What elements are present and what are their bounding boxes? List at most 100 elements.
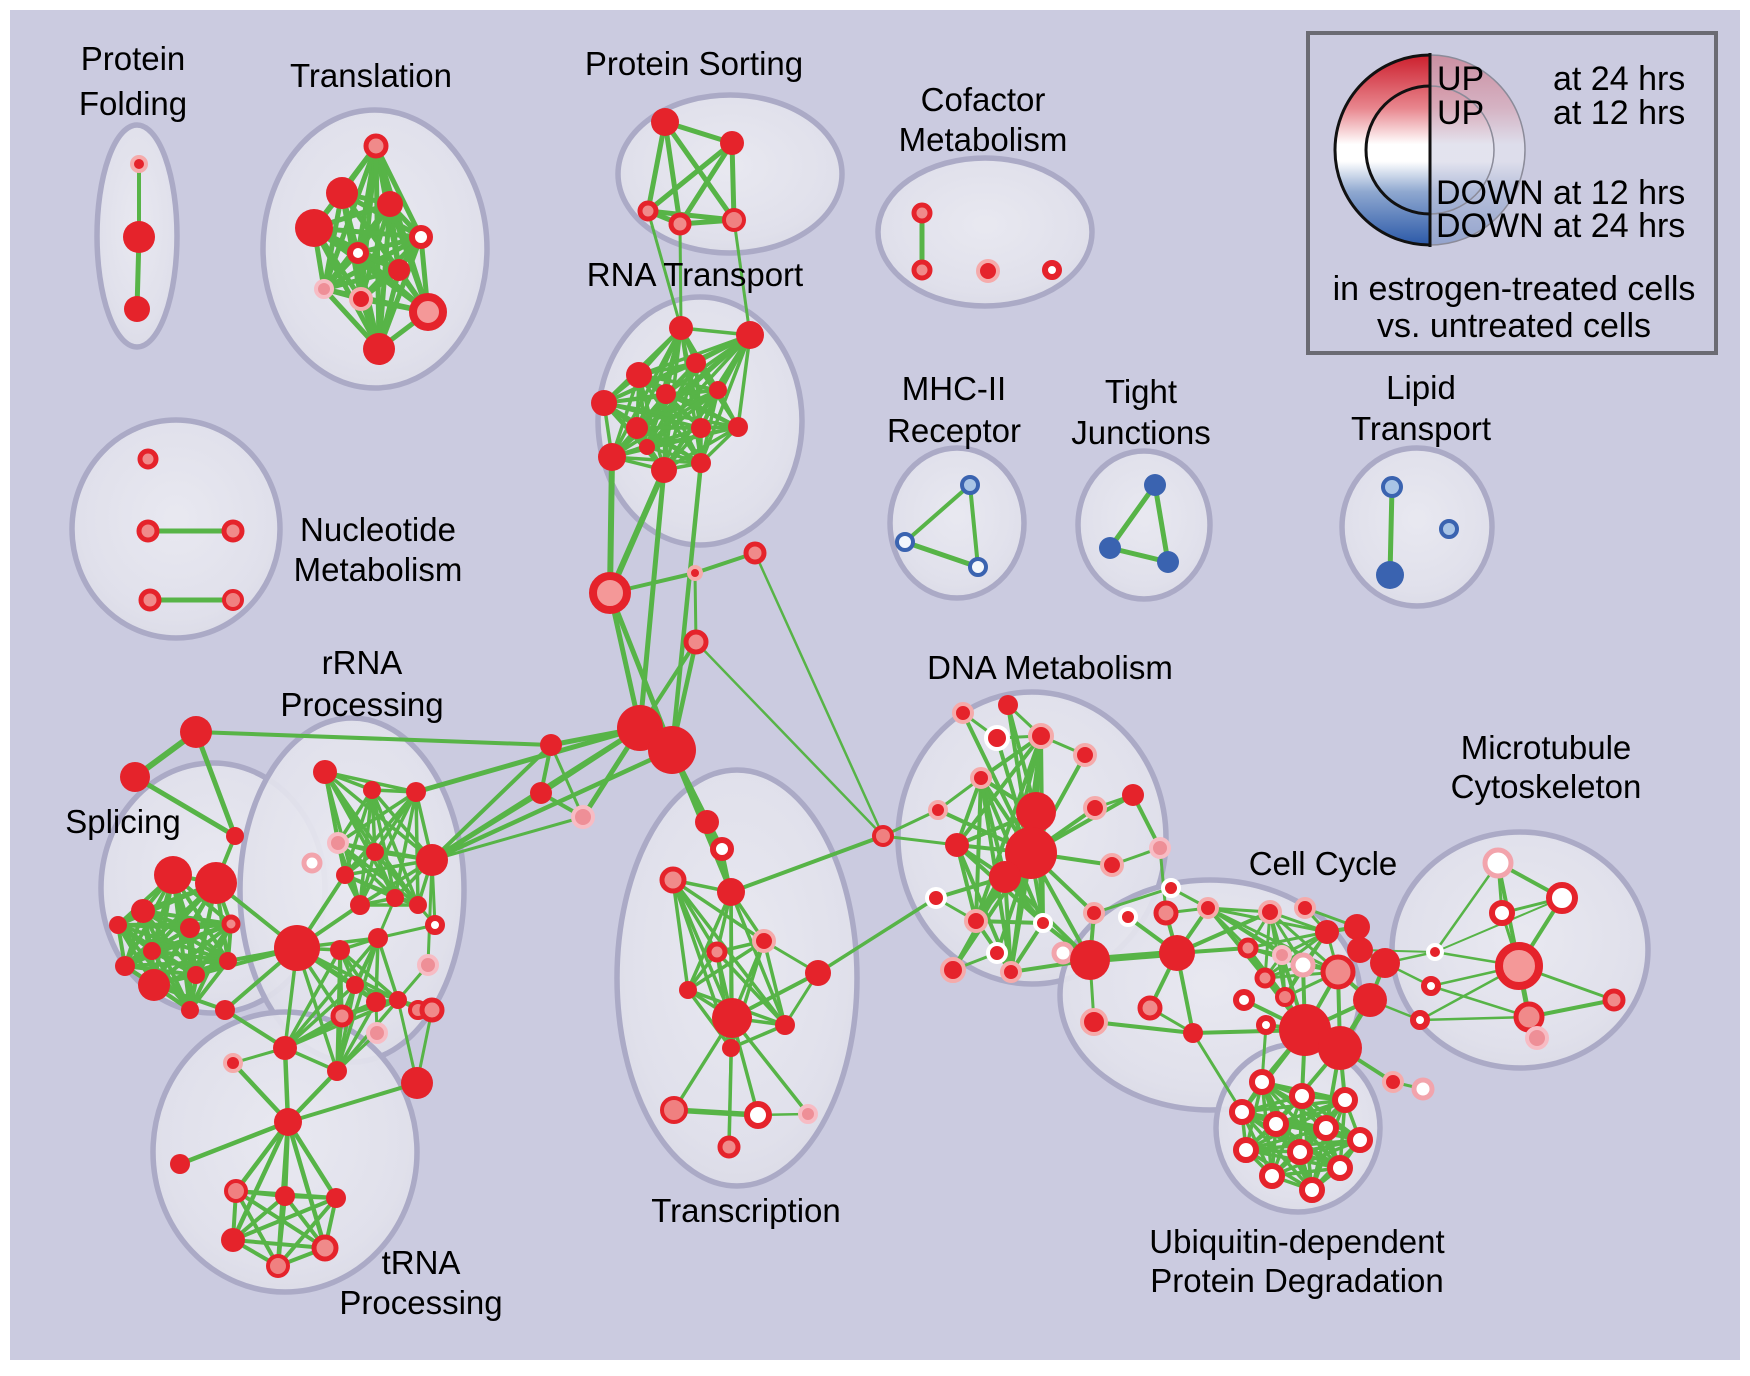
cluster-label-cofactor-metabolism-line2: Metabolism <box>899 121 1068 158</box>
edge <box>413 725 643 795</box>
edge <box>549 743 585 819</box>
edge <box>286 1081 419 1124</box>
gene-node-cc19-whiteRingRed <box>1118 907 1138 927</box>
gene-node-v12-red <box>651 457 677 483</box>
edge <box>602 401 740 429</box>
edge <box>678 222 683 330</box>
gene-node-u11-redWhite <box>1259 1163 1285 1189</box>
edge <box>1429 984 1531 1019</box>
edge <box>429 747 675 863</box>
gene-node-g1-red <box>540 734 562 756</box>
cluster-ellipse-lipid-transport <box>1339 445 1495 609</box>
edge <box>736 333 752 429</box>
gene-node-u10-redWhite <box>1327 1155 1353 1181</box>
gene-node-s7-red <box>143 942 161 960</box>
cluster-label-protein-folding-line2: Folding <box>79 85 187 122</box>
gene-node-tj3-blue <box>1157 551 1179 573</box>
gene-node-s8-red <box>115 956 135 976</box>
gene-node-r20-red <box>366 992 386 1012</box>
gene-node-cc6-red <box>1344 914 1370 940</box>
gene-node-m6-redWhite <box>1421 976 1441 996</box>
gene-node-d22-whitePink <box>1051 941 1075 965</box>
gene-node-cc2-pinkRed <box>1197 897 1219 919</box>
gene-node-r24-red <box>273 1036 297 1060</box>
gene-node-p3-redPink <box>637 200 659 222</box>
gene-node-x6-redPink <box>706 941 728 963</box>
gene-node-g2-red <box>530 782 552 804</box>
edge <box>283 983 357 1050</box>
gene-node-d11-red <box>989 861 1021 893</box>
edge <box>645 119 668 214</box>
edge <box>116 923 230 963</box>
gene-node-d14-whiteRingRed <box>925 887 947 909</box>
gene-node-d5-pinkRed <box>970 767 992 789</box>
cluster-label-cell-cycle-line1: Cell Cycle <box>1249 845 1398 882</box>
cluster-label-mhc-ii-receptor-line1: MHC-II <box>902 370 1006 407</box>
gene-node-d20-whiteRingRed <box>1161 878 1181 898</box>
gene-node-m3-redWhite <box>1489 900 1515 926</box>
gene-node-x11-red <box>722 1039 740 1057</box>
gene-node-d24-pinkRed <box>1000 961 1022 983</box>
edge <box>376 936 400 1002</box>
edge <box>150 949 230 963</box>
gene-node-f2-red <box>123 221 155 253</box>
gene-node-x12-pinkLight <box>660 1096 688 1124</box>
legend-down24-label: DOWN <box>1436 207 1544 245</box>
gene-node-cc13-redPink <box>1254 967 1276 989</box>
gene-node-T4-red <box>295 209 333 247</box>
gene-node-ccA-red <box>1279 1004 1331 1056</box>
gene-node-v13-red <box>691 453 711 473</box>
gene-node-v8-red <box>626 417 648 439</box>
gene-node-r25-red <box>215 1000 235 1020</box>
edge <box>607 467 667 596</box>
gene-node-d19-pinkPink <box>1149 837 1171 859</box>
gene-node-r27-red <box>327 1061 347 1081</box>
legend-up24-time: at 24 hrs <box>1553 60 1685 98</box>
gene-node-m7-redWhite <box>1410 1010 1430 1030</box>
gene-node-s9-red <box>138 969 170 1001</box>
cluster-label-tight-junctions-line2: Junctions <box>1071 414 1210 451</box>
edge <box>414 790 420 907</box>
cluster-ellipse-tight-junctions <box>1075 448 1213 602</box>
gene-node-tr2-red <box>120 762 150 792</box>
cluster-label-ubiquitin-degradation-line1: Ubiquitin-dependent <box>1149 1223 1444 1260</box>
cluster-label-transcription-line1: Transcription <box>651 1192 841 1229</box>
edge <box>285 1119 328 1251</box>
legend-down12-label: DOWN <box>1436 174 1544 212</box>
gene-node-d2-whiteRingRed <box>984 725 1010 751</box>
edge <box>671 878 766 943</box>
gene-node-cc14-pinkLight <box>1275 987 1295 1007</box>
edge <box>336 841 420 907</box>
gene-node-d15-pinkRed <box>964 909 988 933</box>
gene-node-u6-redWhite <box>1313 1115 1339 1141</box>
edge <box>974 776 983 923</box>
gene-node-v6-red <box>709 381 727 399</box>
gene-node-d4-pinkRed <box>1073 743 1097 767</box>
cluster-ellipse-mhc-ii-receptor <box>887 445 1027 601</box>
edge <box>276 1196 338 1268</box>
edge <box>645 425 740 449</box>
gene-node-T6-redWhite <box>347 242 369 264</box>
edge <box>610 326 683 459</box>
gene-node-d1-pinkRed <box>952 702 974 724</box>
edge <box>193 729 238 839</box>
gene-node-s3-red <box>131 899 155 923</box>
gene-node-v1-red <box>669 316 693 340</box>
edge <box>178 1120 290 1166</box>
edge <box>1206 906 1340 974</box>
edge <box>903 483 972 544</box>
edge <box>762 939 787 1027</box>
gene-node-T9-pinkRed <box>349 287 373 311</box>
gene-node-v7-red <box>591 390 617 416</box>
edge <box>194 730 553 747</box>
cluster-label-trna-processing-line2: Processing <box>339 1284 502 1321</box>
edge <box>727 1046 733 1149</box>
edge <box>677 140 735 227</box>
edge <box>323 770 420 907</box>
edge <box>123 959 230 968</box>
cluster-label-lipid-transport-line1: Lipid <box>1386 369 1456 406</box>
edge <box>373 850 420 907</box>
gene-node-u5-redWhite <box>1263 1111 1289 1137</box>
gene-node-t7-redPink <box>311 1234 339 1262</box>
gene-node-r26-pinkRed <box>223 1053 243 1073</box>
